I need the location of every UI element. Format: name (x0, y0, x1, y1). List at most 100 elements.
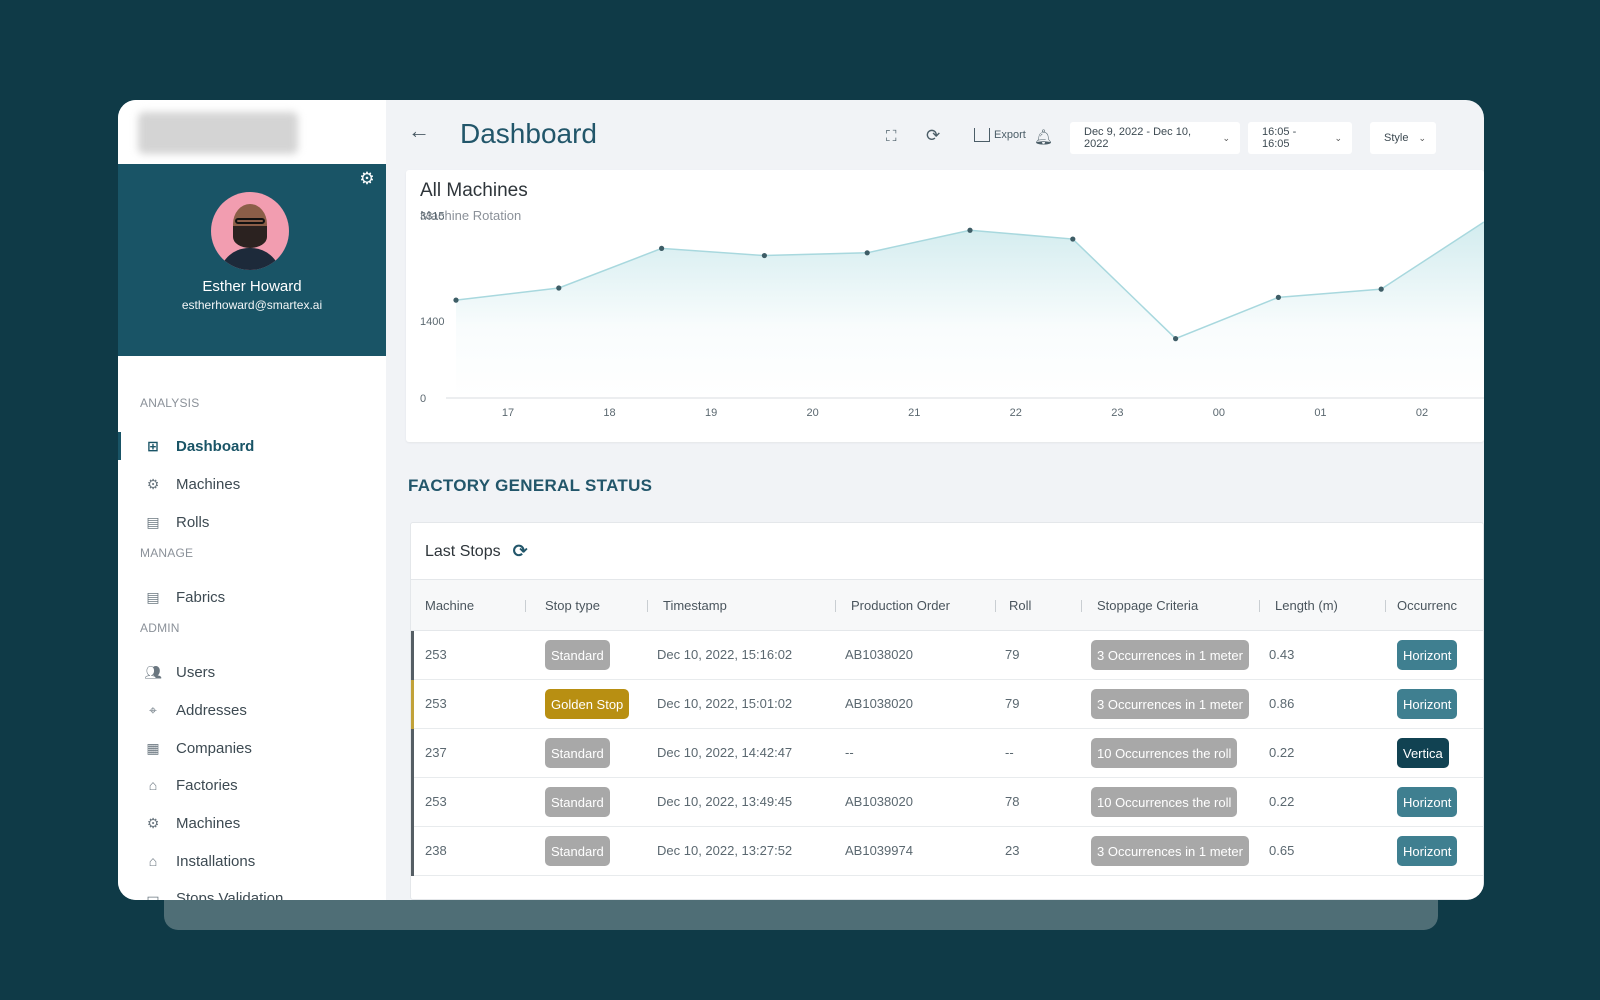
data-point[interactable] (761, 252, 767, 259)
stoppage-criteria-badge: 10 Occurrences the roll (1091, 738, 1238, 768)
stoppage-criteria-badge: 3 Occurrences in 1 meter (1091, 689, 1249, 719)
column-divider (1081, 600, 1082, 612)
y-tick-label: 3315 (420, 211, 444, 223)
sidebar-item-dashboard[interactable]: ⊞ Dashboard (118, 428, 386, 464)
sidebar-item-label: Factories (176, 776, 238, 794)
data-point[interactable] (1173, 336, 1179, 342)
user-email: estherhoward@smartex.ai (181, 298, 323, 312)
column-header[interactable]: Roll (1009, 598, 1032, 613)
sidebar-item-stops-validation[interactable]: ▭ Stops Validation (118, 880, 386, 901)
stop-type-badge: Golden Stop (545, 689, 630, 719)
sidebar-item-label: Companies (176, 739, 252, 757)
data-point[interactable] (967, 227, 973, 233)
data-point[interactable] (556, 285, 562, 291)
data-point[interactable] (453, 297, 459, 303)
time-range-select[interactable]: 16:05 - 16:05 ⌄ (1248, 122, 1352, 154)
x-tick-label: 20 (807, 407, 819, 419)
table-row[interactable]: 238 Standard Dec 10, 2022, 13:27:52 AB10399… (411, 827, 1483, 876)
sidebar-item-installations[interactable]: ⌂ Installations (118, 843, 386, 879)
cell-roll: 79 (1005, 647, 1020, 662)
chevron-down-icon: ⌄ (1418, 132, 1427, 143)
x-tick-label: 23 (1111, 407, 1123, 419)
date-range-select[interactable]: Dec 9, 2022 - Dec 10, 2022 ⌄ (1070, 122, 1240, 154)
sidebar-item-machines[interactable]: ⚙ Machines (118, 805, 386, 841)
y-tick-label: 0 (420, 393, 426, 405)
occurrence-badge: Horizont (1397, 640, 1458, 670)
settings-gear-icon[interactable]: ⚙ (359, 169, 375, 188)
data-point[interactable] (1275, 294, 1281, 300)
sidebar-item-factories[interactable]: ⌂ Factories (118, 767, 386, 803)
date-range-value: Dec 9, 2022 - Dec 10, 2022 (1084, 126, 1192, 150)
table-row[interactable]: 253 Golden Stop Dec 10, 2022, 15:01:02 AB10… (411, 680, 1483, 729)
export-button[interactable]: Export (974, 128, 1026, 142)
x-tick-label: 19 (705, 407, 717, 419)
occurrence-badge: Vertica (1397, 738, 1449, 768)
last-stops-title: Last Stops (425, 542, 501, 560)
column-header[interactable]: Machine (425, 598, 475, 613)
cell-production-order: AB1038020 (845, 696, 913, 711)
factory-status-title: FACTORY GENERAL STATUS (408, 476, 653, 495)
logo (138, 112, 298, 154)
main-content: ← Dashboard ⛶ ⟳ Export 🔔︎ Dec 9, 2022 - … (386, 100, 1484, 900)
refresh-icon[interactable]: ⟳ (512, 541, 528, 561)
sidebar-item-companies[interactable]: ▦ Companies (118, 730, 386, 766)
top-bar: ← Dashboard ⛶ ⟳ Export 🔔︎ Dec 9, 2022 - … (386, 100, 1484, 166)
sidebar: ⚙ Esther Howard estherhoward@smartex.ai … (118, 100, 386, 900)
export-label: Export (994, 129, 1026, 141)
sidebar-item-rolls[interactable]: ▤ Rolls (118, 504, 386, 540)
column-header[interactable]: Timestamp (663, 598, 727, 613)
chart-title: All Machines (420, 180, 528, 201)
avatar[interactable] (211, 192, 289, 270)
table-row[interactable]: 237 Standard Dec 10, 2022, 14:42:47 -- -- 10 … (411, 729, 1483, 778)
column-header[interactable]: Length (m) (1275, 598, 1338, 613)
column-divider (525, 600, 526, 612)
table-row[interactable]: 253 Standard Dec 10, 2022, 15:16:02 AB10380… (411, 631, 1483, 680)
refresh-icon[interactable]: ⟳ (926, 126, 941, 145)
column-header[interactable]: Stoppage Criteria (1097, 598, 1199, 613)
nav-section-analysis: ANALYSIS (140, 396, 200, 410)
data-point[interactable] (659, 245, 665, 251)
column-header[interactable]: Occurrenc (1397, 598, 1457, 613)
bell-icon[interactable]: 🔔︎ (1034, 129, 1054, 146)
sidebar-item-fabrics[interactable]: ▤ Fabrics (118, 579, 386, 615)
sidebar-item-label: Fabrics (176, 588, 226, 606)
table-row[interactable]: 253 Standard Dec 10, 2022, 13:49:45 AB10380… (411, 778, 1483, 827)
column-divider (1385, 600, 1386, 612)
sidebar-item-addresses[interactable]: ⌖ Addresses (118, 692, 386, 728)
column-header[interactable]: Stop type (545, 598, 600, 613)
table-header-row: Machine Stop type Timestamp Production Orde… (411, 579, 1483, 631)
sidebar-item-label: Rolls (176, 513, 210, 531)
stop-type-badge: Standard (545, 640, 610, 670)
x-tick-label: 02 (1416, 407, 1428, 419)
stop-type-badge: Standard (545, 738, 610, 768)
cell-timestamp: Dec 10, 2022, 15:01:02 (657, 696, 793, 711)
stop-type-badge: Standard (545, 787, 610, 817)
user-name: Esther Howard (202, 278, 302, 295)
cell-length: 0.65 (1269, 843, 1295, 858)
sidebar-item-label: Installations (176, 852, 256, 870)
data-point[interactable] (1070, 236, 1076, 242)
back-arrow-icon[interactable]: ← (408, 118, 430, 143)
data-point[interactable] (864, 250, 870, 256)
sidebar-item-label: Users (176, 663, 216, 681)
validation-icon: ▭ (146, 889, 160, 901)
style-select[interactable]: Style ⌄ (1370, 122, 1436, 154)
last-stops-table: Machine Stop type Timestamp Production Orde… (411, 579, 1483, 876)
column-divider (995, 600, 996, 612)
occurrence-badge: Horizont (1397, 787, 1458, 817)
cell-roll: -- (1005, 745, 1014, 760)
sidebar-item-machines[interactable]: ⚙ Machines (118, 466, 386, 502)
factory-icon: ⌂ (148, 777, 158, 793)
column-header[interactable]: Production Order (851, 598, 950, 613)
fabric-icon: ▤ (146, 588, 160, 605)
data-point[interactable] (1378, 286, 1384, 292)
x-tick-label: 18 (603, 407, 615, 419)
cell-roll: 23 (1005, 843, 1020, 858)
roll-icon: ▤ (146, 513, 160, 530)
sidebar-item-users[interactable]: 👥︎ Users (118, 654, 386, 690)
sidebar-item-label: Addresses (176, 701, 247, 719)
cell-production-order: AB1038020 (845, 647, 913, 662)
cell-production-order: AB1038020 (845, 794, 913, 809)
download-icon (974, 128, 990, 142)
fullscreen-icon[interactable]: ⛶ (886, 128, 897, 145)
